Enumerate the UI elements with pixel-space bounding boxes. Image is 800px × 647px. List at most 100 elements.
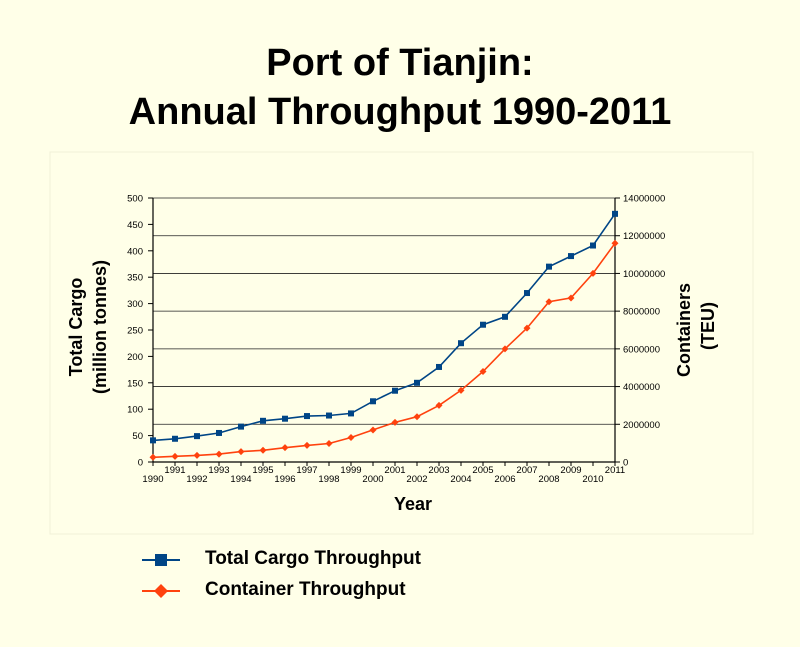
- data-point-cargo: [326, 412, 332, 419]
- x-axis-label: Year: [394, 494, 432, 514]
- data-point-container: [391, 418, 399, 426]
- series-line-0: [152, 213, 616, 442]
- left-axis-label-line2: (million tonnes): [90, 260, 110, 394]
- x-axis-ticks: 1990199119921993199419951996199719981999…: [142, 462, 625, 485]
- left-tick-label: 500: [127, 194, 143, 205]
- data-point-container: [413, 413, 421, 421]
- left-tick-label: 450: [127, 220, 143, 231]
- right-axis-label-line1: Containers: [674, 283, 694, 377]
- right-tick-label: 4000000: [623, 382, 660, 393]
- x-tick-label: 1995: [252, 465, 273, 476]
- x-tick-label: 2007: [516, 465, 537, 476]
- data-point-container: [545, 298, 553, 306]
- x-tick-label: 2000: [362, 474, 383, 485]
- data-point-cargo: [282, 415, 288, 422]
- data-point-cargo: [370, 398, 376, 405]
- data-point-container: [325, 440, 333, 448]
- right-tick-label: 0: [623, 458, 628, 469]
- data-point-container: [567, 294, 575, 302]
- data-point-container: [347, 433, 355, 441]
- left-tick-label: 250: [127, 326, 143, 337]
- data-point-cargo: [238, 423, 244, 430]
- data-point-cargo: [502, 313, 508, 320]
- x-tick-label: 2009: [560, 465, 581, 476]
- series-lines: [152, 213, 616, 459]
- series-markers: [149, 210, 619, 461]
- x-tick-label: 1996: [274, 474, 295, 485]
- legend-label-container: Container Throughput: [205, 579, 406, 600]
- data-point-cargo: [260, 417, 266, 424]
- left-tick-label: 50: [132, 431, 143, 442]
- data-point-cargo: [150, 437, 156, 444]
- left-tick-label: 100: [127, 405, 143, 416]
- data-point-cargo: [480, 321, 486, 328]
- data-point-container: [589, 269, 597, 277]
- data-point-cargo: [172, 435, 178, 442]
- x-tick-label: 2006: [494, 474, 515, 485]
- data-point-cargo: [392, 387, 398, 394]
- left-tick-label: 400: [127, 246, 143, 257]
- data-point-container: [435, 401, 443, 409]
- left-tick-label: 350: [127, 273, 143, 284]
- left-axis-ticks: 0 50 100 150 200 250 300 350 400 450 500: [127, 194, 153, 469]
- x-tick-label: 2003: [428, 465, 449, 476]
- chart-title-line2: Annual Throughput 1990-2011: [128, 91, 672, 133]
- grid: [153, 197, 615, 425]
- right-tick-label: 10000000: [623, 269, 665, 280]
- left-tick-label: 300: [127, 299, 143, 310]
- x-tick-label: 1999: [340, 465, 361, 476]
- data-point-container: [171, 452, 179, 460]
- x-tick-label: 1994: [230, 474, 251, 485]
- left-axis-label-line1: Total Cargo: [66, 278, 86, 377]
- data-point-cargo: [458, 340, 464, 347]
- x-tick-label: 2001: [384, 465, 405, 476]
- x-tick-label: 2010: [582, 474, 603, 485]
- data-point-container: [215, 450, 223, 458]
- chart-title-line1: Port of Tianjin:: [266, 42, 534, 84]
- legend-label-cargo: Total Cargo Throughput: [205, 548, 421, 569]
- x-tick-label: 1992: [186, 474, 207, 485]
- data-point-cargo: [194, 433, 200, 440]
- left-tick-label: 0: [138, 458, 143, 469]
- data-point-cargo: [216, 429, 222, 436]
- x-tick-label: 1990: [142, 474, 163, 485]
- data-point-container: [457, 386, 465, 394]
- data-point-cargo: [612, 210, 618, 217]
- data-point-cargo: [304, 413, 310, 420]
- data-point-container: [501, 345, 509, 353]
- data-point-container: [149, 453, 157, 461]
- data-point-container: [237, 448, 245, 456]
- data-point-cargo: [568, 253, 574, 260]
- data-point-container: [281, 444, 289, 452]
- right-axis-label-line2: (TEU): [698, 302, 718, 350]
- data-point-cargo: [348, 410, 354, 417]
- right-axis-ticks: 0 2000000 4000000 6000000 8000000 10000000 120…: [615, 194, 665, 469]
- left-tick-label: 200: [127, 352, 143, 363]
- left-tick-label: 150: [127, 378, 143, 389]
- x-tick-label: 1997: [296, 465, 317, 476]
- data-point-cargo: [590, 242, 596, 249]
- legend: [142, 554, 180, 598]
- right-tick-label: 14000000: [623, 194, 665, 205]
- legend-marker-square: [155, 554, 167, 566]
- right-tick-label: 2000000: [623, 420, 660, 431]
- data-point-container: [303, 441, 311, 449]
- right-tick-label: 8000000: [623, 307, 660, 318]
- x-tick-label: 1991: [164, 465, 185, 476]
- x-tick-label: 2004: [450, 474, 471, 485]
- right-tick-label: 6000000: [623, 344, 660, 355]
- x-tick-label: 2008: [538, 474, 559, 485]
- data-point-container: [259, 446, 267, 454]
- x-tick-label: 2002: [406, 474, 427, 485]
- data-point-cargo: [436, 363, 442, 370]
- right-tick-label: 12000000: [623, 231, 665, 242]
- data-point-container: [369, 426, 377, 434]
- data-point-cargo: [546, 263, 552, 270]
- x-tick-label: 2011: [605, 465, 625, 476]
- data-point-cargo: [524, 290, 530, 297]
- data-point-container: [479, 367, 487, 375]
- data-point-container: [193, 451, 201, 459]
- data-point-container: [611, 239, 619, 247]
- series-line-1: [152, 242, 616, 459]
